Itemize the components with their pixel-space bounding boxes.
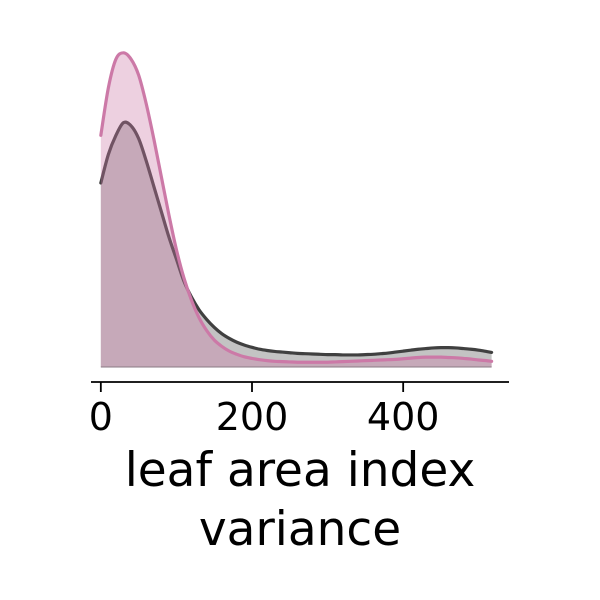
- x-tick-label-1: 200: [216, 395, 289, 439]
- x-axis-label-line-1: leaf area index: [125, 443, 476, 498]
- series-0-area: [100, 122, 492, 367]
- series-1-area: [100, 52, 492, 367]
- series-layer: [99, 51, 494, 368]
- x-tick-label-2: 400: [367, 395, 440, 439]
- series-1-line: [99, 51, 494, 364]
- x-tick-layer: 0 200 400: [89, 382, 440, 439]
- series-0-line: [99, 120, 494, 357]
- x-axis-label-line-2: variance: [199, 502, 401, 557]
- x-tick-label-0: 0: [89, 395, 113, 439]
